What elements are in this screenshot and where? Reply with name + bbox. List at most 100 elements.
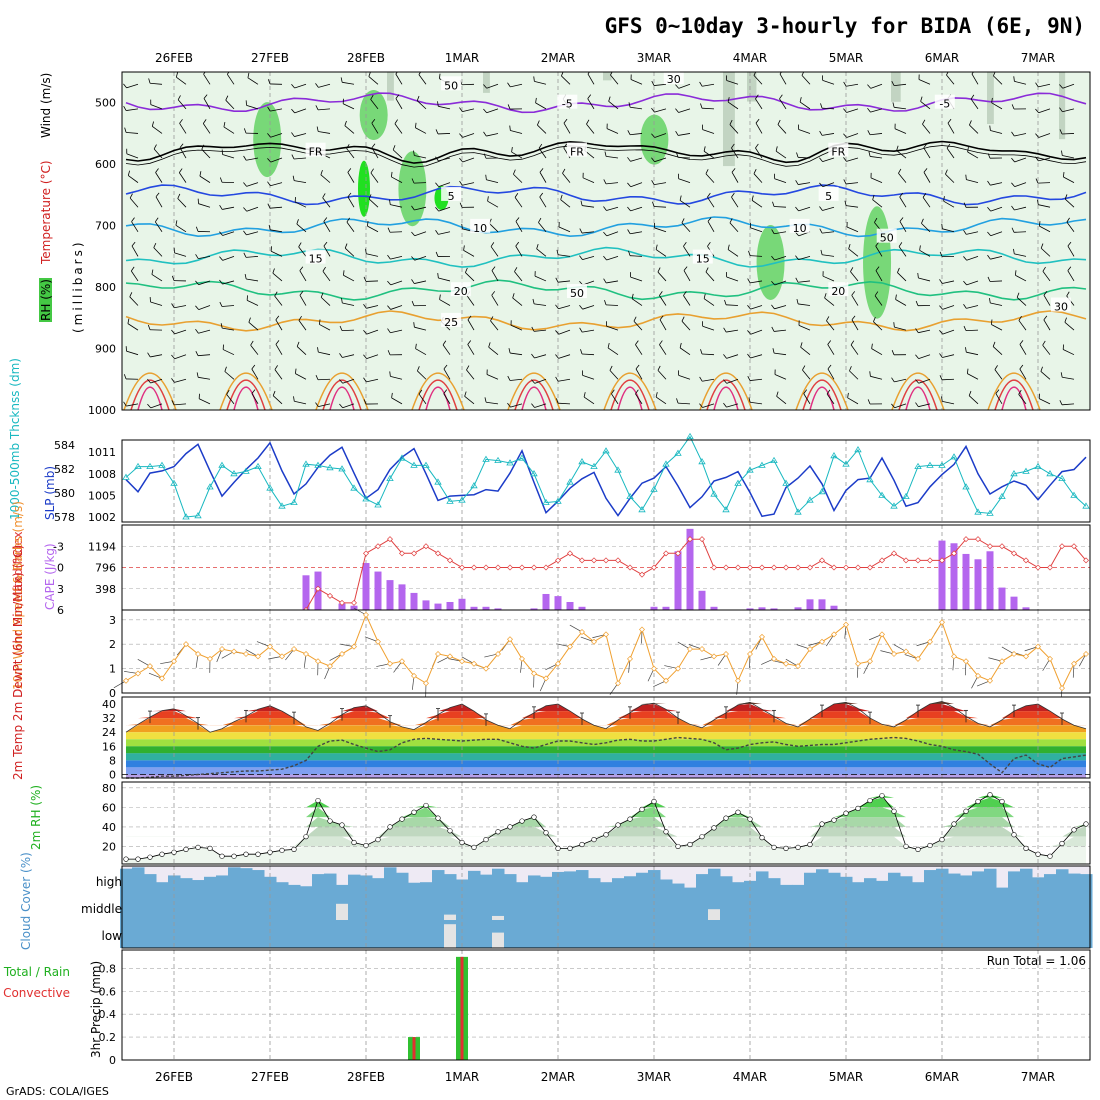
wind-barb bbox=[246, 182, 259, 187]
contour-label: 30 bbox=[1054, 301, 1068, 314]
surface-wind-barb bbox=[653, 680, 667, 688]
cloud-high-cell bbox=[516, 882, 529, 893]
wind-barb-flag bbox=[459, 202, 463, 208]
wind-barb bbox=[703, 298, 715, 306]
wind-barb bbox=[319, 324, 331, 331]
wind-barb bbox=[872, 199, 883, 208]
pressure-tick-label: 500 bbox=[95, 97, 116, 110]
wind-barb bbox=[558, 329, 571, 335]
cloud-middle-cell bbox=[240, 893, 253, 920]
wind-barb-flag bbox=[248, 317, 251, 323]
wind-barb bbox=[822, 80, 835, 85]
wind-speed-marker bbox=[579, 628, 585, 635]
wind-barb bbox=[1061, 133, 1075, 135]
wind-barb bbox=[490, 320, 499, 331]
wind-barb bbox=[870, 156, 883, 159]
wind-barb bbox=[416, 100, 427, 110]
wind-barb bbox=[826, 320, 835, 331]
cloud-high-cell bbox=[828, 872, 841, 893]
wind-barb-flag bbox=[1035, 108, 1039, 114]
wind-barb-flag bbox=[850, 267, 854, 272]
wind-speed-marker bbox=[879, 631, 885, 638]
wind-barb-flag bbox=[171, 378, 175, 383]
wind-barb-flag bbox=[703, 293, 706, 299]
wind-barb bbox=[438, 231, 451, 235]
cloud-high-cell bbox=[456, 879, 469, 893]
wind-barb bbox=[174, 252, 187, 257]
wind-speed-marker bbox=[159, 675, 165, 682]
wind-barb bbox=[990, 302, 1003, 306]
wind-barb bbox=[850, 271, 859, 282]
wind-barb bbox=[129, 197, 139, 208]
wind-barb-flag bbox=[243, 155, 247, 161]
cape-bar bbox=[482, 606, 490, 610]
wind-barb bbox=[1064, 321, 1075, 331]
cloud-middle-cell bbox=[960, 893, 973, 920]
thickness-marker bbox=[722, 506, 730, 513]
wind-barb-flag bbox=[536, 243, 539, 249]
wind-barb-flag bbox=[651, 107, 655, 113]
wind-barb bbox=[270, 229, 283, 233]
wind-barb bbox=[130, 270, 139, 282]
cloud-middle-cell bbox=[408, 893, 421, 920]
wind-barb-flag bbox=[371, 143, 376, 148]
wind-barb bbox=[1062, 376, 1075, 380]
wind-barb-flag bbox=[1039, 221, 1041, 227]
wind-barb-flag bbox=[439, 294, 441, 300]
wind-barb-flag bbox=[316, 126, 319, 132]
wind-speed-marker bbox=[855, 660, 861, 667]
wind-barb bbox=[222, 231, 235, 236]
thickness-marker bbox=[374, 501, 382, 508]
convective-label: Convective bbox=[3, 986, 70, 1000]
cloud-low-cell bbox=[132, 920, 145, 948]
wind-barb bbox=[966, 305, 979, 309]
wind-barb bbox=[582, 205, 595, 208]
wind-barb-flag bbox=[267, 158, 272, 163]
wind-barb-flag bbox=[244, 273, 247, 280]
wind-barb bbox=[1064, 198, 1075, 208]
wind-barb-flag bbox=[466, 365, 470, 371]
wind-barb-flag bbox=[991, 97, 993, 103]
cloud-low-cell bbox=[792, 920, 805, 948]
wind-barb-flag bbox=[779, 72, 783, 75]
wind-barb bbox=[513, 173, 523, 183]
surface-wind-barb bbox=[216, 648, 223, 663]
rh-marker bbox=[747, 816, 753, 822]
wind-barb-flag bbox=[513, 169, 516, 175]
cloud-low-cell bbox=[852, 920, 865, 948]
thickness-marker bbox=[902, 492, 910, 499]
wind-barb-flag bbox=[675, 84, 680, 89]
wind-barb bbox=[222, 206, 235, 210]
wind-barb bbox=[368, 76, 379, 85]
wind-barb-flag bbox=[651, 80, 655, 86]
wind-barb-flag bbox=[531, 403, 535, 408]
wind-barb bbox=[633, 320, 643, 331]
wind-barb-flag bbox=[826, 316, 830, 321]
wind-barb-flag bbox=[1011, 205, 1015, 211]
wind-barb bbox=[322, 271, 331, 282]
contour-label: FR bbox=[831, 146, 845, 159]
cloud-middle-cell bbox=[900, 893, 913, 920]
wind-barb-flag bbox=[586, 119, 590, 125]
wind-barb bbox=[466, 369, 475, 380]
rh-marker bbox=[459, 839, 465, 846]
wind-barb-flag bbox=[267, 79, 271, 85]
wind-barb-flag bbox=[987, 180, 991, 186]
wind-barb-flag bbox=[963, 304, 967, 309]
wind-barb-flag bbox=[411, 256, 415, 261]
wind-barb bbox=[586, 123, 595, 134]
wind-barb-flag bbox=[320, 292, 324, 298]
thickness-marker bbox=[734, 479, 742, 486]
wind-barb bbox=[202, 123, 211, 134]
wind-barb-flag bbox=[1061, 150, 1063, 156]
wind-barb bbox=[222, 349, 235, 356]
wind-barb bbox=[514, 197, 523, 208]
cape-bar bbox=[770, 608, 778, 610]
wind-barb-flag bbox=[819, 206, 823, 211]
boundary-layer-contour bbox=[329, 386, 355, 410]
wind-barb-flag bbox=[514, 267, 518, 272]
cloud-middle-cell bbox=[828, 893, 841, 920]
wind-barb bbox=[390, 375, 403, 380]
wind-speed-marker bbox=[651, 665, 657, 672]
wind-barb-flag bbox=[1067, 266, 1072, 271]
